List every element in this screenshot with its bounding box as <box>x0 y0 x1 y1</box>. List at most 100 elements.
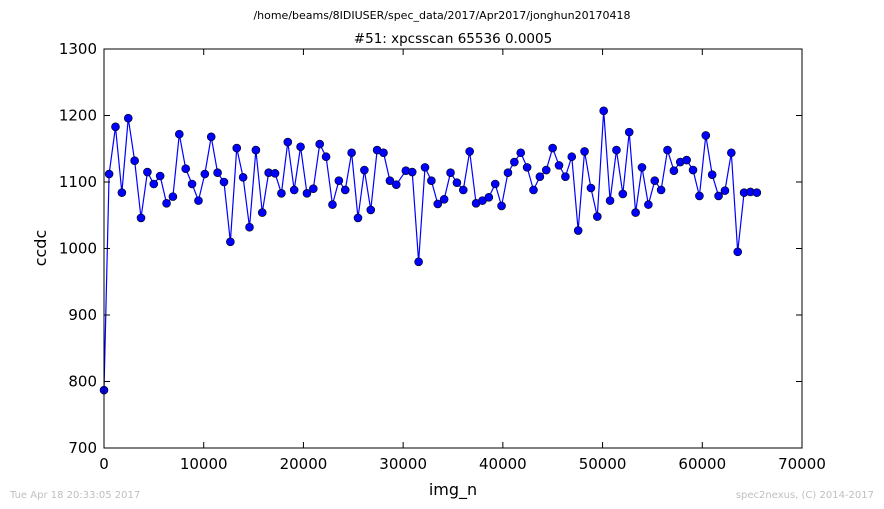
data-point <box>663 145 672 155</box>
data-point <box>162 198 171 208</box>
data-point <box>187 179 197 189</box>
data-point <box>391 180 401 189</box>
data-point <box>143 167 152 177</box>
data-point <box>277 189 286 198</box>
data-point <box>321 152 331 162</box>
data-point <box>168 192 178 201</box>
data-point <box>315 139 325 149</box>
y-tick-label: 1100 <box>59 173 97 191</box>
data-point <box>136 213 146 223</box>
x-axis: 0 10000 20000 30000 40000 50000 60000 70000 <box>99 49 826 473</box>
data-point <box>213 168 222 177</box>
data-point <box>111 122 120 132</box>
x-tick-label: 40000 <box>479 455 527 473</box>
data-point <box>701 131 711 140</box>
plot-series <box>99 106 762 395</box>
y-axis-label: ccdc <box>31 230 50 267</box>
x-axis-label: img_n <box>429 480 477 500</box>
plot-frame <box>103 48 803 449</box>
data-point <box>420 163 430 172</box>
data-point <box>714 191 723 201</box>
data-point <box>181 164 190 173</box>
data-point <box>618 189 628 199</box>
y-axis: 700 800 900 1000 1100 1200 1300 <box>59 40 802 457</box>
y-tick-label: 1200 <box>59 107 97 125</box>
chart-title: #51: xpcsscan 65536 0.0005 <box>354 31 552 47</box>
data-point <box>535 172 545 181</box>
y-tick-label: 900 <box>68 306 97 324</box>
data-point <box>334 176 344 185</box>
data-point <box>353 213 363 223</box>
data-point <box>682 155 691 165</box>
data-point <box>257 208 267 217</box>
data-point <box>149 179 159 189</box>
data-point <box>497 201 506 211</box>
data-point <box>219 177 229 187</box>
data-point <box>226 237 235 247</box>
x-tick-label: 0 <box>99 455 109 473</box>
data-point <box>446 168 455 177</box>
data-point <box>593 212 602 221</box>
data-point <box>554 161 564 170</box>
data-point <box>206 132 216 142</box>
file-path-header: /home/beams/8IDIUSER/spec_data/2017/Apr2… <box>253 9 630 22</box>
data-point <box>414 257 423 267</box>
data-point <box>688 165 698 175</box>
data-point <box>656 185 666 195</box>
data-point <box>567 152 577 162</box>
data-point <box>612 145 621 155</box>
data-point <box>200 169 210 179</box>
data-point <box>270 169 280 178</box>
data-point <box>130 156 139 166</box>
data-point <box>155 171 165 181</box>
data-point <box>283 137 293 147</box>
data-point <box>238 173 248 182</box>
data-point <box>599 106 608 116</box>
data-point <box>624 127 634 137</box>
series-line <box>103 110 757 391</box>
data-point <box>117 188 127 197</box>
data-point <box>727 148 736 158</box>
data-point <box>490 179 500 189</box>
data-point <box>328 200 337 209</box>
data-point <box>573 226 583 235</box>
data-point <box>644 200 653 209</box>
data-point <box>296 142 305 152</box>
data-point <box>427 176 436 185</box>
data-point <box>379 148 388 158</box>
data-point <box>289 185 299 195</box>
x-tick-label: 20000 <box>280 455 328 473</box>
data-point <box>707 170 717 179</box>
data-point <box>452 178 462 187</box>
data-point <box>516 148 526 158</box>
data-point <box>340 185 350 195</box>
data-point <box>385 176 395 185</box>
data-point <box>695 191 704 201</box>
y-tick-label: 800 <box>68 373 97 391</box>
data-point <box>752 188 762 197</box>
y-tick-label: 1300 <box>59 40 97 58</box>
data-point <box>669 166 679 175</box>
data-point <box>733 247 743 257</box>
data-point <box>309 184 318 193</box>
data-point <box>302 189 312 198</box>
y-tick-label: 700 <box>68 439 97 457</box>
x-tick-label: 30000 <box>379 455 427 473</box>
data-point <box>104 169 114 179</box>
data-point <box>232 143 242 153</box>
data-point <box>366 205 376 215</box>
data-point <box>541 165 551 175</box>
data-point <box>561 172 570 181</box>
data-point <box>484 193 494 202</box>
data-point <box>529 185 538 195</box>
data-point <box>465 147 474 156</box>
x-tick-label: 70000 <box>778 455 826 473</box>
footer-timestamp: Tue Apr 18 20:33:05 2017 <box>9 490 140 501</box>
data-point <box>245 222 254 232</box>
data-point <box>175 129 184 139</box>
data-point <box>720 186 730 195</box>
data-point <box>510 157 519 167</box>
y-tick-label: 1000 <box>59 240 97 258</box>
data-point <box>123 113 133 123</box>
x-tick-label: 10000 <box>180 455 228 473</box>
